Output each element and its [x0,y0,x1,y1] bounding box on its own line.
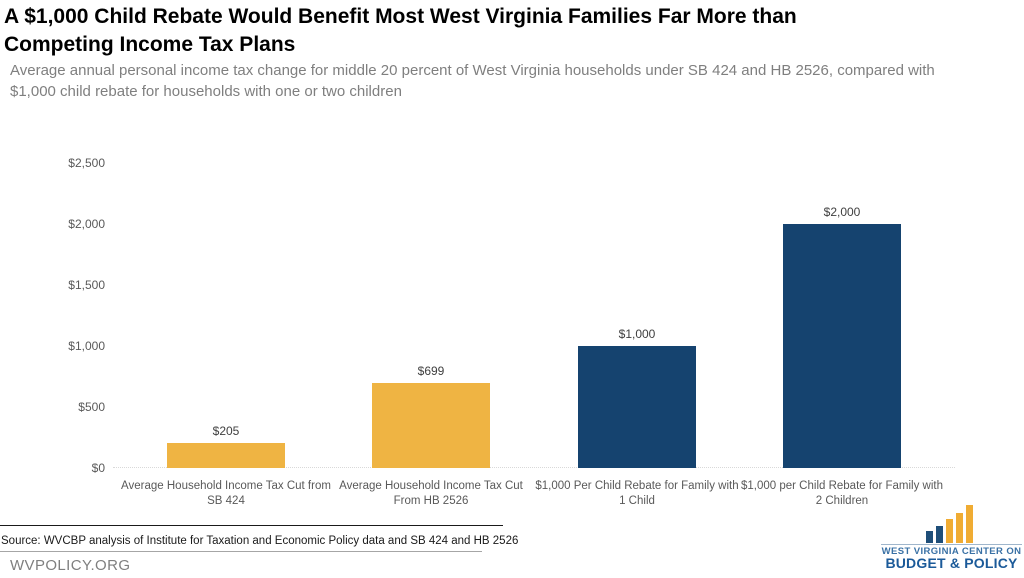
logo-org-name-line-2: BUDGET & POLICY [885,555,1018,571]
logo-divider-rule [881,544,1022,545]
chart-subtitle: Average annual personal income tax chang… [10,60,935,102]
y-axis-tick-label: $500 [78,400,105,414]
category-label: Average Household Income Tax Cut from SB… [121,480,331,507]
bar-value-label: $2,000 [823,205,861,219]
y-axis-tick-label: $0 [91,461,105,475]
x-axis-baseline [113,467,955,468]
bar-value-label: $699 [417,364,445,378]
chart-title-line-2: Competing Income Tax Plans [4,33,296,56]
y-axis-tick-label: $2,000 [68,217,105,231]
category-label: $1,000 Per Child Rebate for Family with … [535,480,739,507]
website-url: WVPOLICY.ORG [10,557,131,574]
chart-subtitle-line-1: Average annual personal income tax chang… [10,62,935,79]
page-title: A $1,000 Child Rebate Would Benefit Most… [4,3,797,59]
chart-subtitle-line-2: $1,000 child rebate for households with … [10,83,402,100]
category-label: Average Household Income Tax Cut From HB… [339,480,523,507]
source-bottom-rule [0,551,482,552]
source-note: Source: WVCBP analysis of Institute for … [1,535,519,547]
bar-value-label: $205 [212,424,240,438]
bar-2 [372,383,490,468]
bar-1 [167,443,285,468]
ascending-bars-icon [926,505,973,543]
y-axis-tick-label: $1,500 [68,278,105,292]
y-axis-tick-label: $2,500 [68,156,105,170]
category-label: $1,000 per Child Rebate for Family with … [741,480,943,507]
y-axis-tick-label: $1,000 [68,339,105,353]
chart-title-line-1: A $1,000 Child Rebate Would Benefit Most… [4,5,797,28]
bar-4 [783,224,901,468]
bar-value-label: $1,000 [618,327,656,341]
source-top-rule [0,525,503,526]
logo-org-name-line-1: WEST VIRGINIA CENTER ON [881,546,1022,557]
bar-3 [578,346,696,468]
